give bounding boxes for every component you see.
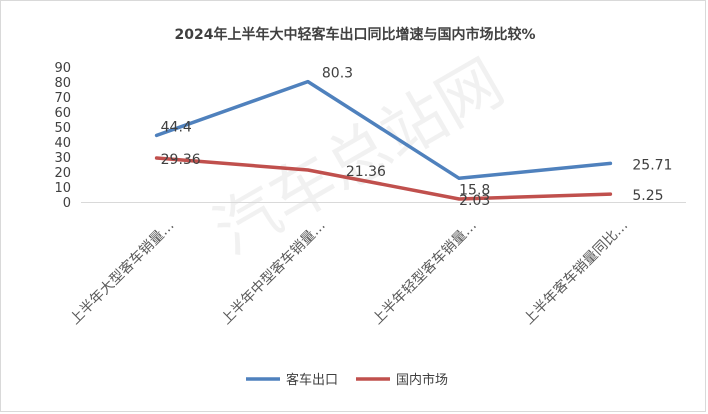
data-label: 2.03 [459, 193, 490, 209]
y-tick-label: 60 [54, 106, 71, 121]
series-line [154, 79, 613, 181]
series-point [457, 197, 461, 201]
data-label: 21.36 [346, 164, 386, 180]
data-label: 29.36 [161, 152, 201, 168]
y-tick-label: 20 [54, 166, 71, 181]
chart-title: 2024年上半年大中轻客车出口同比增速与国内市场比较% [175, 26, 536, 43]
y-tick-label: 0 [63, 196, 71, 211]
x-category-label: 上半年大型客车销量… [66, 217, 177, 328]
y-tick-label: 30 [54, 151, 71, 166]
x-axis: 上半年大型客车销量… 上半年中型客车销量… 上半年轻型客车销量… 上半年客车销量同比… [66, 202, 686, 328]
data-label: 44.4 [161, 119, 192, 135]
x-category-label: 上半年轻型客车销量… [369, 217, 480, 328]
y-tick-label: 50 [54, 121, 71, 136]
series-point [306, 80, 310, 84]
legend-label: 国内市场 [396, 372, 448, 388]
series-line [154, 156, 613, 201]
data-label: 5.25 [632, 188, 663, 204]
y-tick-label: 10 [54, 181, 71, 196]
data-label: 80.3 [322, 66, 353, 82]
y-tick-label: 80 [54, 76, 71, 91]
series-point [457, 176, 461, 180]
series-layer: 44.4 80.3 15.8 25.71 29.36 21.36 2.03 5.25 [154, 66, 672, 209]
series-point [608, 192, 612, 196]
series-point [155, 156, 159, 160]
data-label: 15.8 [459, 182, 490, 198]
series-point [608, 161, 612, 165]
legend-label: 客车出口 [286, 372, 338, 388]
x-category-label: 上半年客车销量同比… [520, 217, 631, 328]
series-point [155, 133, 159, 137]
y-tick-label: 40 [54, 136, 71, 151]
legend: 客车出口 国内市场 [246, 372, 448, 388]
y-tick-label: 90 [54, 61, 71, 76]
y-tick-label: 70 [54, 91, 71, 106]
series-point [306, 168, 310, 172]
data-label: 25.71 [632, 157, 672, 173]
